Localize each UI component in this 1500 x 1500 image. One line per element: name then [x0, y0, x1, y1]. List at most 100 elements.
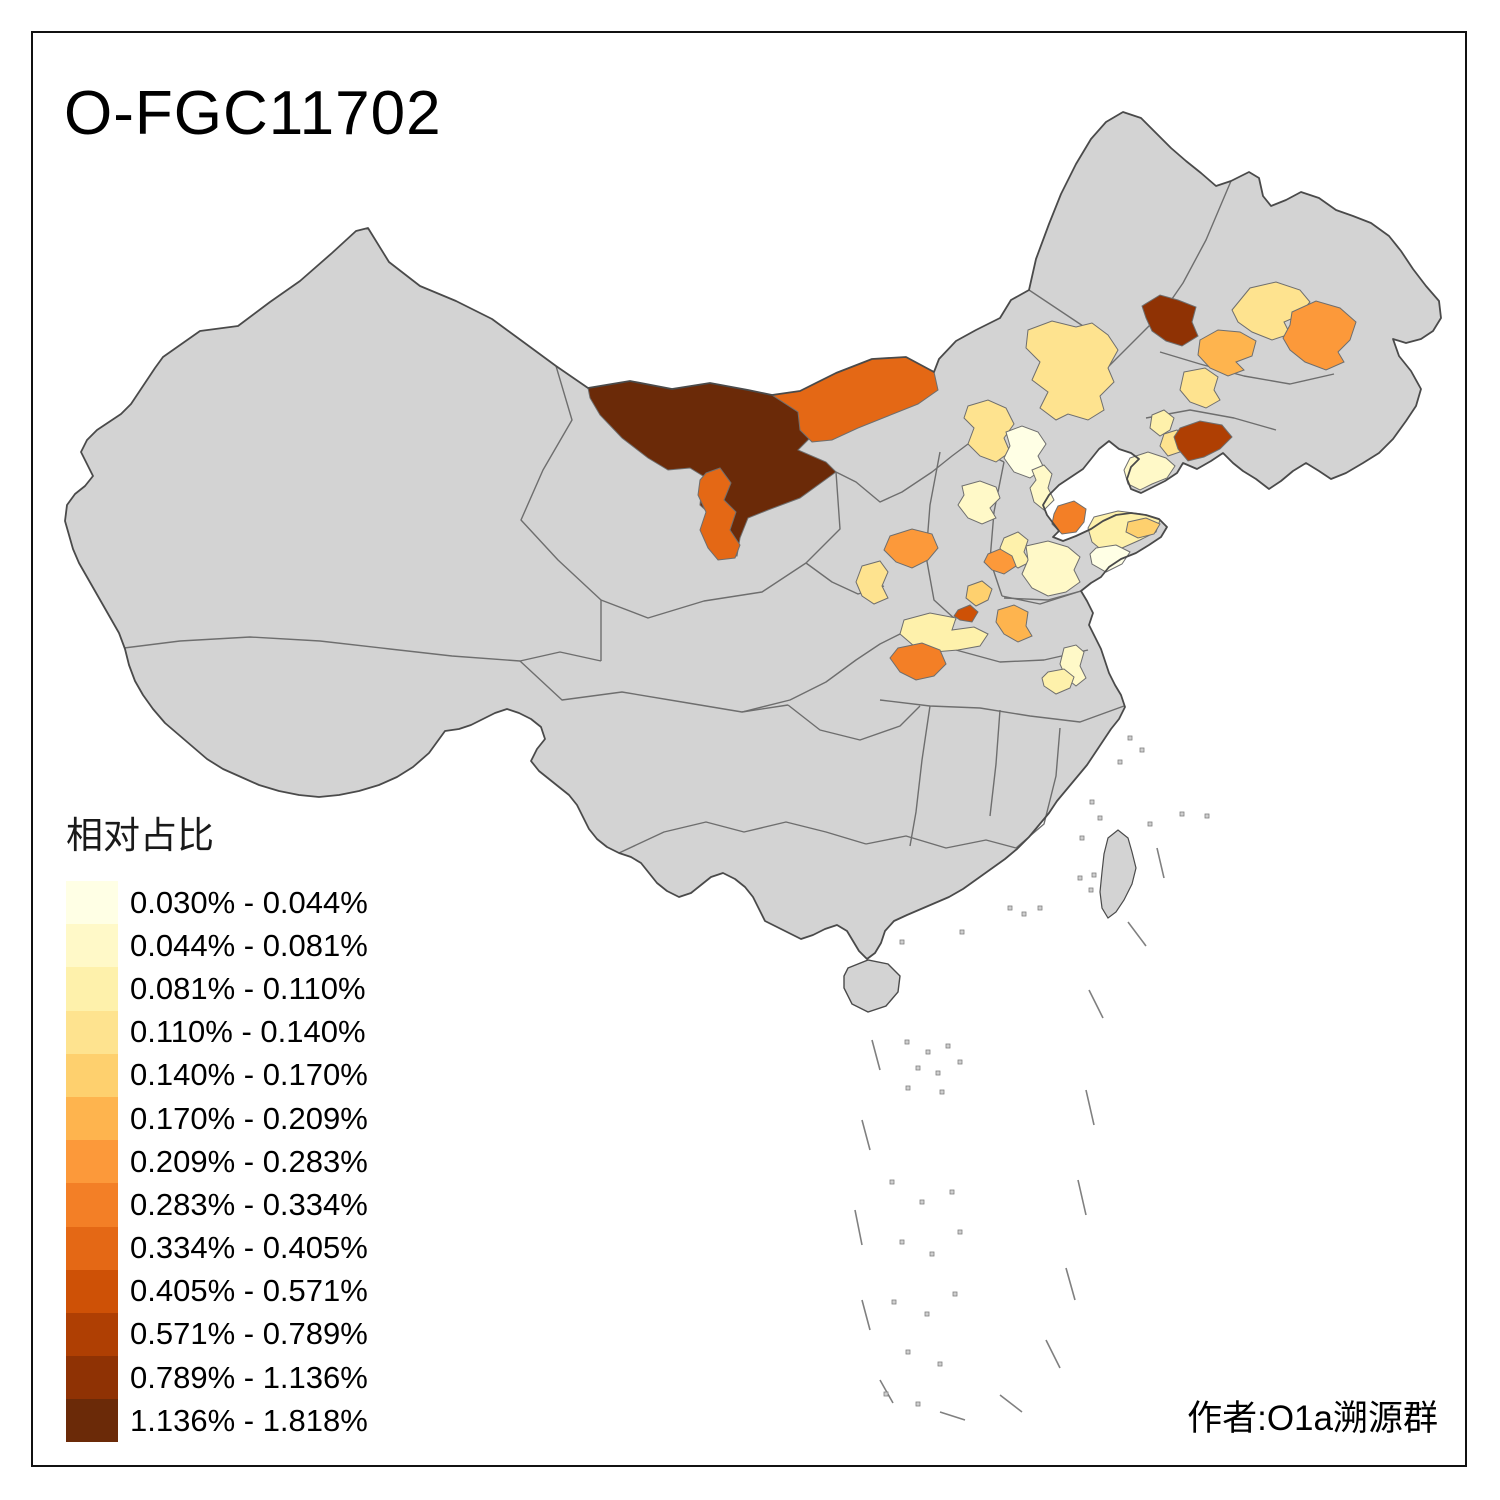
map-region-r07 [1197, 329, 1257, 377]
province-border [519, 660, 789, 713]
sea-boundary-dash [861, 1119, 871, 1151]
map-region-r14 [963, 399, 1015, 463]
sea-boundary-dash [871, 1039, 881, 1071]
legend-swatch-13 [66, 1399, 118, 1443]
map-region-r33 [1041, 668, 1075, 695]
small-island-dot [889, 1179, 895, 1185]
sea-boundary-dash [1077, 1179, 1087, 1216]
legend-class-label: 0.110% - 0.140% [130, 1014, 366, 1050]
small-island-dot [899, 939, 905, 945]
small-island-dot [937, 1361, 943, 1367]
legend-row: 0.209% - 0.283% [66, 1140, 368, 1184]
legend-swatch-5 [66, 1053, 118, 1097]
legend-class-label: 0.140% - 0.170% [130, 1057, 368, 1093]
small-island-dot [1139, 747, 1145, 753]
legend-swatch-11 [66, 1312, 118, 1357]
small-island-dot [925, 1049, 931, 1055]
legend-swatch-2 [66, 924, 118, 968]
small-island-dot [919, 1199, 925, 1205]
province-border [989, 461, 1005, 597]
page-title: O-FGC11702 [64, 79, 442, 148]
china-mainland [65, 112, 1441, 959]
legend-class-label: 0.044% - 0.081% [130, 927, 368, 963]
small-island-dot [957, 1229, 963, 1235]
small-island-dot [929, 1251, 935, 1257]
author-credit: 作者:O1a溯源群 [1187, 1399, 1438, 1438]
legend-swatch-7 [66, 1140, 118, 1184]
legend-class-label: 0.334% - 0.405% [130, 1230, 368, 1266]
small-island-dot [1007, 905, 1013, 911]
legend-swatch-8 [66, 1183, 118, 1227]
legend-row: 0.405% - 0.571% [66, 1269, 368, 1313]
map-region-r27 [983, 548, 1017, 575]
map-region-r29 [899, 612, 989, 653]
legend-swatch-4 [66, 1010, 118, 1054]
small-island-dot [935, 1070, 941, 1076]
sea-boundary-dash [999, 1394, 1023, 1413]
small-island-dot [1021, 911, 1027, 917]
sea-boundary-dash [1045, 1339, 1061, 1369]
small-island-dot [939, 1089, 945, 1095]
legend-class-label: 0.789% - 1.136% [130, 1359, 368, 1395]
taiwan-island [1099, 829, 1137, 919]
small-island-dot [905, 1349, 911, 1355]
small-island-dot [915, 1065, 921, 1071]
small-island-dot [1088, 887, 1094, 893]
map-region-r08 [1179, 367, 1221, 409]
map-region-r04 [1141, 294, 1199, 347]
small-island-dot [891, 1299, 897, 1305]
legend-row: 0.140% - 0.170% [66, 1053, 368, 1097]
china-outline [64, 111, 1442, 960]
map-region-r22 [1125, 517, 1161, 539]
small-island-dot [883, 1391, 889, 1397]
map-region-r23 [1089, 544, 1131, 573]
map-region-r28 [953, 604, 979, 623]
legend-class-label: 0.081% - 0.110% [130, 970, 366, 1006]
legend: 相对占比 0.030% - 0.044% 0.044% - 0.081% 0.081… [66, 816, 368, 1443]
legend-class-label: 0.571% - 0.789% [130, 1316, 368, 1352]
small-island-dot [899, 1239, 905, 1245]
legend-row: 1.136% - 1.818% [66, 1399, 368, 1443]
legend-row: 0.283% - 0.334% [66, 1183, 368, 1227]
sea-boundary-dash [1156, 847, 1165, 879]
sea-boundary-dash [939, 1411, 966, 1421]
legend-class-label: 0.283% - 0.334% [130, 1186, 368, 1222]
map-region-r17 [957, 480, 1001, 525]
province-border [865, 835, 1017, 849]
legend-class-label: 0.170% - 0.209% [130, 1100, 368, 1136]
legend-class-label: 0.030% - 0.044% [130, 884, 368, 920]
map-region-r30 [995, 604, 1033, 643]
small-island-dot [915, 1401, 921, 1407]
small-island-dot [1037, 905, 1043, 911]
legend-rows: 0.030% - 0.044% 0.044% - 0.081% 0.081% - 0… [66, 881, 368, 1443]
province-border [1003, 590, 1082, 601]
map-region-r03 [697, 467, 741, 561]
legend-row: 0.334% - 0.405% [66, 1226, 368, 1270]
map-region-r11 [1173, 420, 1233, 462]
small-island-dot [1204, 813, 1210, 819]
legend-row: 0.170% - 0.209% [66, 1096, 368, 1141]
province-border [123, 636, 602, 662]
legend-class-label: 1.136% - 1.818% [130, 1402, 368, 1438]
sea-boundary-dash [854, 1209, 863, 1246]
legend-row: 0.044% - 0.081% [66, 924, 368, 968]
small-island-dot [1089, 799, 1095, 805]
small-island-dot [945, 1043, 951, 1049]
small-island-dot [904, 1039, 910, 1045]
small-island-dot [1079, 835, 1085, 841]
small-island-dot [924, 1311, 930, 1317]
small-island-dot [957, 1059, 963, 1065]
legend-swatch-6 [66, 1096, 118, 1141]
small-island-dot [1179, 811, 1185, 817]
legend-swatch-1 [66, 881, 118, 925]
map-region-r19 [1021, 540, 1081, 597]
sea-boundary-dash [1127, 921, 1147, 947]
sea-boundary-dash [861, 1299, 871, 1331]
sea-boundary-dash [1085, 1089, 1095, 1126]
province-border [618, 821, 867, 854]
legend-swatch-3 [66, 967, 118, 1011]
map-region-r24 [883, 528, 939, 569]
small-island-dot [952, 1291, 958, 1297]
hainan-island [843, 959, 901, 1013]
